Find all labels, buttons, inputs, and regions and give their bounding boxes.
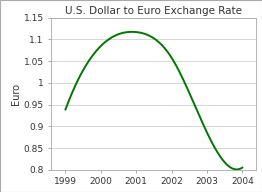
Y-axis label: Euro: Euro [11,83,21,105]
Title: U.S. Dollar to Euro Exchange Rate: U.S. Dollar to Euro Exchange Rate [66,6,242,16]
